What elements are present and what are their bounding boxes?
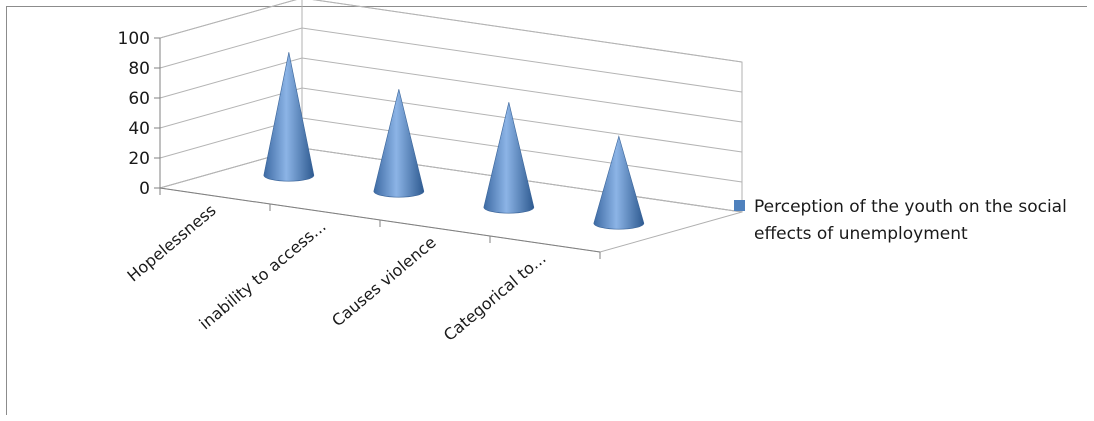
cone-body <box>593 135 645 230</box>
y-tick-label: 60 <box>128 89 150 109</box>
y-tick-label: 0 <box>139 179 150 199</box>
y-tick-label: 80 <box>128 59 150 79</box>
gridline <box>159 27 743 93</box>
category-label: Categorical to... <box>440 249 550 345</box>
y-axis: 0 20 40 60 80 100 <box>118 29 601 259</box>
chart-frame <box>6 6 1087 415</box>
cone <box>593 135 645 230</box>
gridline <box>159 57 743 123</box>
cone <box>263 52 315 182</box>
y-tick-label: 100 <box>118 29 150 49</box>
cone-body <box>373 89 425 198</box>
legend-label: Perception of the youth on the social ef… <box>754 197 1067 244</box>
chart-walls <box>159 0 743 253</box>
category-label: Hopelessness <box>124 201 220 286</box>
cone-body <box>263 52 315 182</box>
y-tick-label: 40 <box>128 119 150 139</box>
legend-swatch <box>734 200 745 211</box>
cone-body <box>483 102 535 214</box>
cones <box>263 52 645 230</box>
gridline <box>159 117 743 183</box>
gridline <box>159 87 743 153</box>
cone <box>373 89 425 198</box>
category-label: inability to access... <box>196 217 330 334</box>
gridline <box>159 147 743 213</box>
gridline <box>159 0 743 63</box>
category-label: Causes violence <box>328 233 439 331</box>
y-tick-label: 20 <box>128 149 150 169</box>
cone <box>483 102 535 214</box>
